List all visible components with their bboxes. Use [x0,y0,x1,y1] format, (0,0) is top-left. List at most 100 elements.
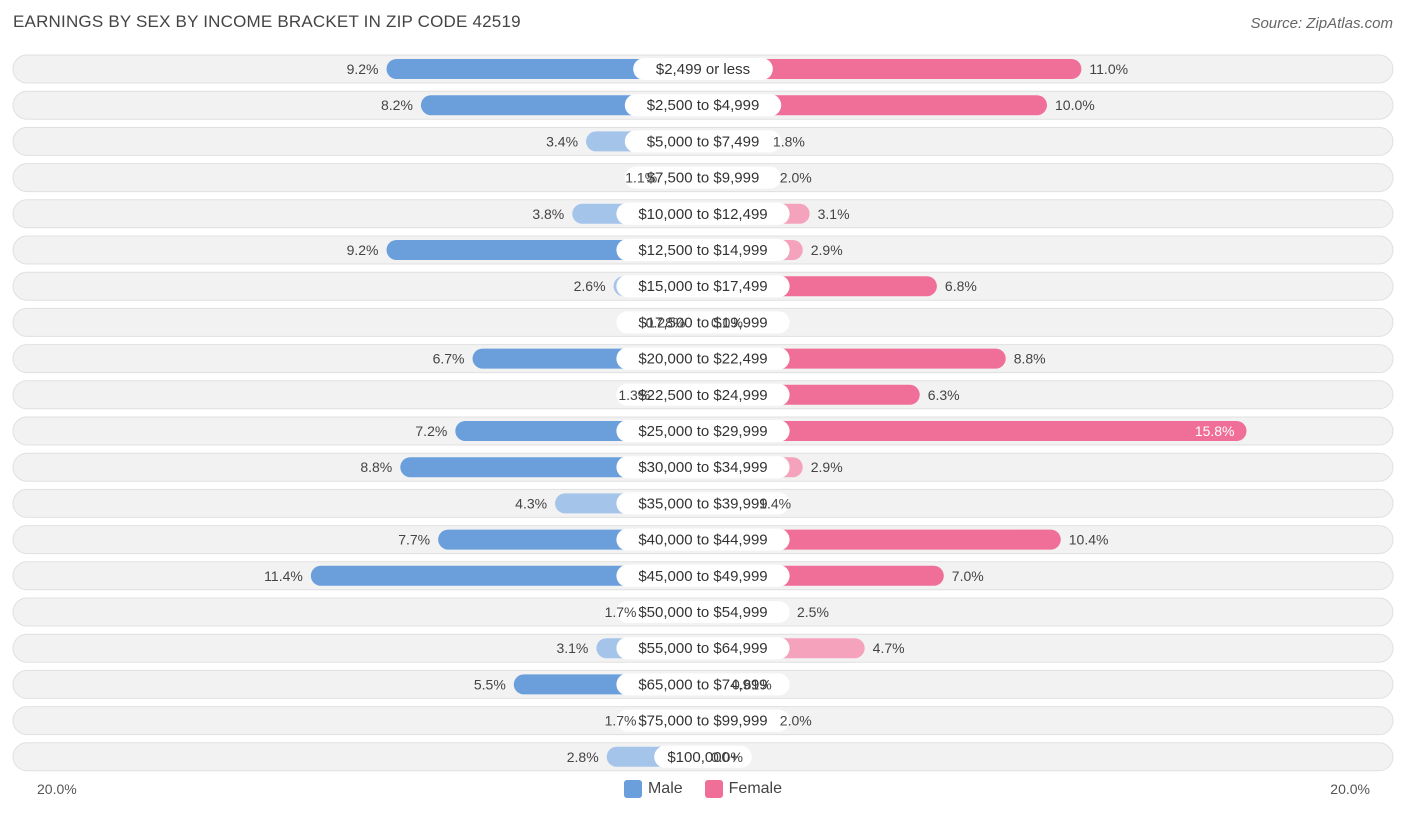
category-pill [616,492,790,515]
value-label-male: 6.7% [433,351,465,367]
value-label-female: 1.4% [759,495,791,511]
category-label: $7,500 to $9,999 [647,170,760,187]
value-label-female: 2.0% [780,170,812,186]
value-label-male: 7.7% [398,532,430,548]
value-label-female: 0.61% [732,676,772,692]
legend: Male Female [0,780,1406,798]
category-pill [616,239,790,261]
category-pill [616,311,790,334]
bar-row: $100,000+ 2.8% 0.0% [12,742,1394,772]
value-label-female: 2.0% [780,713,812,729]
value-label-female: 10.0% [1055,97,1095,113]
value-label-male: 1.7% [605,713,637,729]
category-label: $65,000 to $74,999 [638,676,767,693]
value-label-female: 10.4% [1069,532,1109,548]
value-label-male: 3.1% [556,640,588,656]
category-label: $75,000 to $99,999 [638,713,767,730]
value-label-male: 1.1% [625,170,657,186]
category-pill [654,745,752,768]
value-label-male: 9.2% [347,61,379,77]
value-label-male: 0.28% [646,314,686,330]
value-label-female: 11.0% [1089,61,1128,77]
bar-female [691,421,1247,441]
value-label-female: 1.8% [773,133,805,149]
category-pill [624,94,782,117]
bar-female [691,59,1082,79]
category-pill [633,58,773,80]
category-pill [616,420,790,442]
value-label-male: 2.8% [567,749,599,765]
value-label-male: 5.5% [474,676,506,692]
value-label-female: 7.0% [952,568,984,584]
category-pill [616,275,790,298]
value-label-male: 3.4% [546,133,578,149]
category-label: $40,000 to $44,999 [638,532,767,549]
value-label-female: 8.8% [1014,351,1046,367]
value-label-male: 9.2% [347,242,379,258]
value-label-male: 2.6% [574,278,606,294]
axis-label-left: 20.0% [37,781,77,797]
category-label: $2,500 to $4,999 [647,97,760,114]
bar-row: $55,000 to $64,999 3.1% 4.7% [12,633,1394,663]
category-pill [616,528,790,551]
category-label: $17,500 to $19,999 [638,314,767,331]
legend-label-male: Male [647,780,683,797]
value-label-female: 2.9% [811,242,843,258]
category-pill [616,564,790,587]
category-label: $10,000 to $12,499 [638,206,767,223]
value-label-female: 4.7% [873,640,905,656]
bar-row: $10,000 to $12,499 3.8% 3.1% [12,199,1394,229]
bar-row: $65,000 to $74,999 5.5% 0.61% [12,669,1394,699]
category-label: $100,000+ [667,749,739,766]
category-label: $12,500 to $14,999 [638,242,767,259]
value-label-male: 1.3% [618,387,650,403]
bar-female [691,95,1047,116]
value-label-female: 2.9% [811,459,843,475]
category-label: $55,000 to $64,999 [638,640,767,657]
category-label: $15,000 to $17,499 [638,278,767,295]
value-label-female: 2.5% [797,604,829,620]
category-pill [616,637,790,660]
bar-row: $2,499 or less 9.2% 11.0% [12,54,1394,84]
bar-row: $30,000 to $34,999 8.8% 2.9% [12,452,1394,482]
legend-swatch-male [623,780,642,798]
category-label: $5,000 to $7,499 [647,133,760,150]
value-label-male: 8.8% [360,459,392,475]
bar-row: $40,000 to $44,999 7.7% 10.4% [12,525,1394,555]
category-pill [616,347,790,370]
category-pill [616,383,790,406]
category-label: $25,000 to $29,999 [638,423,767,440]
source-credit: Source: ZipAtlas.com [1250,15,1393,32]
value-label-female: 3.1% [818,206,850,222]
category-label: $35,000 to $39,999 [638,495,767,512]
legend-swatch-female [704,780,723,798]
category-label: $2,499 or less [656,61,750,78]
value-label-male: 1.7% [605,604,637,620]
bar-row: $35,000 to $39,999 4.3% 1.4% [12,488,1394,518]
value-label-female: 0.0% [711,314,743,330]
value-label-female: 15.8% [1195,423,1235,439]
bar-male [310,565,715,586]
bar-row: $20,000 to $22,499 6.7% 8.8% [12,344,1394,374]
legend-item-male: Male [623,780,683,798]
chart-title: EARNINGS BY SEX BY INCOME BRACKET IN ZIP… [13,12,521,31]
category-pill [616,709,790,732]
category-label: $45,000 to $49,999 [638,568,767,585]
category-label: $30,000 to $34,999 [638,459,767,476]
category-label: $50,000 to $54,999 [638,604,767,621]
bar-row: $5,000 to $7,499 3.4% 1.8% [12,126,1394,156]
value-label-male: 3.8% [532,206,564,222]
value-label-male: 8.2% [381,97,413,113]
bar-row: $12,500 to $14,999 9.2% 2.9% [12,235,1394,265]
axis-label-right: 20.0% [1330,781,1370,797]
bar-row: $25,000 to $29,999 7.2% 15.8% [12,416,1394,446]
value-label-male: 4.3% [515,495,547,511]
value-label-female: 0.0% [711,749,743,765]
bar-row: $2,500 to $4,999 8.2% 10.0% [12,90,1394,120]
bar-row: $15,000 to $17,499 2.6% 6.8% [12,271,1394,301]
category-label: $22,500 to $24,999 [638,387,767,404]
